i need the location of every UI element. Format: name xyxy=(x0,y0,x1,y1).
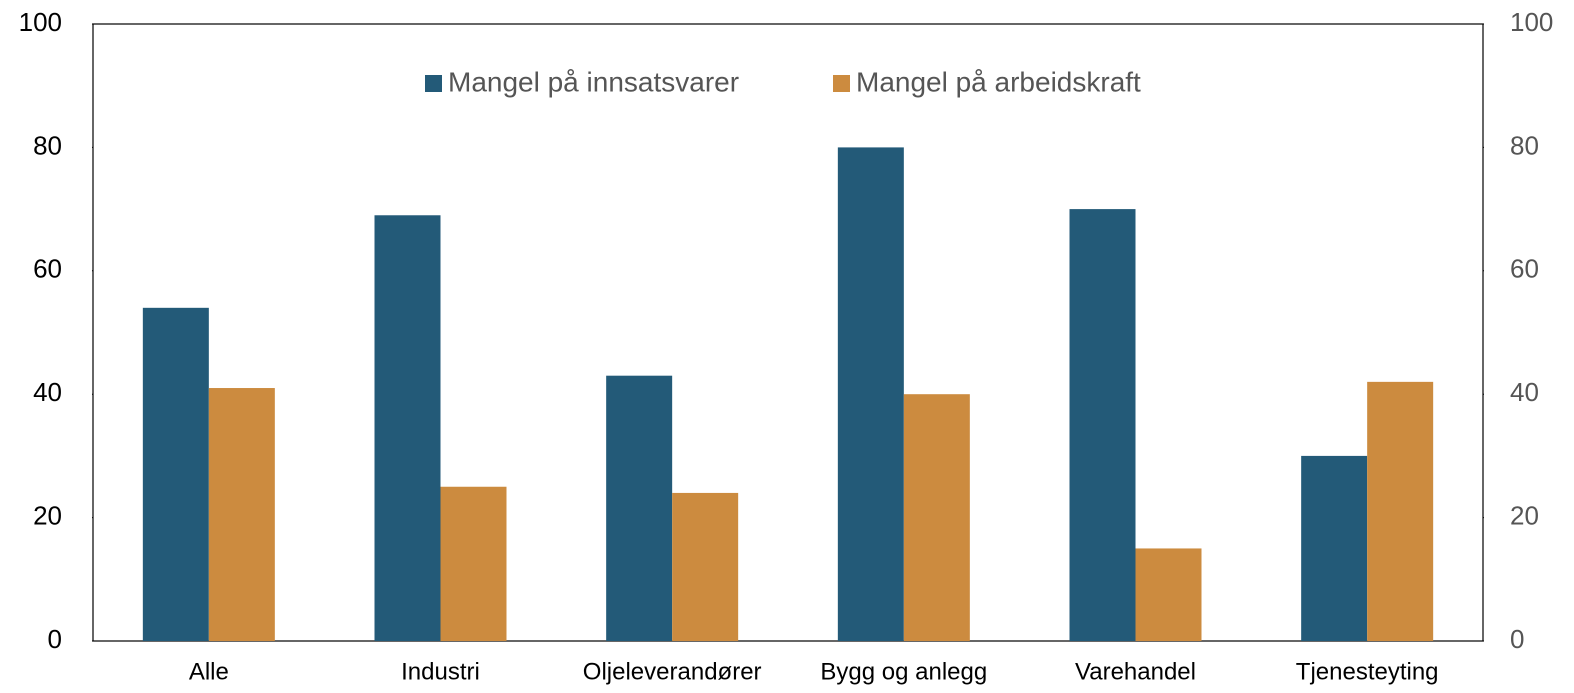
plot-frame xyxy=(92,23,1484,642)
bar xyxy=(1069,209,1136,641)
x-tick-label: Oljeleverandører xyxy=(583,658,762,685)
bar xyxy=(142,307,209,641)
y-tick-label: 40 xyxy=(33,377,62,407)
y-tick-label: 80 xyxy=(33,130,62,160)
legend-label: Mangel på innsatsvarer xyxy=(448,66,739,97)
y2-tick-label: 40 xyxy=(1510,377,1539,407)
legend-label: Mangel på arbeidskraft xyxy=(856,66,1141,97)
bar xyxy=(672,492,739,641)
y-tick-label: 0 xyxy=(48,624,62,654)
x-tick-label: Bygg og anlegg xyxy=(820,658,987,685)
y2-tick-label: 80 xyxy=(1510,130,1539,160)
bar xyxy=(903,394,970,641)
x-tick-label: Industri xyxy=(401,658,480,685)
legend-swatch xyxy=(425,75,442,92)
x-tick-label: Tjenesteyting xyxy=(1296,658,1439,685)
y2-tick-label: 20 xyxy=(1510,500,1539,530)
bar xyxy=(606,375,673,641)
bar xyxy=(208,388,275,641)
bar xyxy=(1301,455,1368,641)
bar xyxy=(1367,381,1434,641)
bar xyxy=(374,215,441,641)
y-tick-label: 20 xyxy=(33,500,62,530)
x-tick-label: Alle xyxy=(189,658,229,685)
x-tick-label: Varehandel xyxy=(1075,658,1196,685)
y-tick-label: 60 xyxy=(33,254,62,284)
y2-tick-label: 0 xyxy=(1510,624,1524,654)
legend-swatch xyxy=(833,75,850,92)
y2-tick-label: 100 xyxy=(1510,7,1553,37)
bar xyxy=(440,486,507,641)
y-tick-label: 100 xyxy=(19,7,62,37)
y2-tick-label: 60 xyxy=(1510,254,1539,284)
bar xyxy=(837,147,904,641)
bar xyxy=(1135,548,1202,641)
